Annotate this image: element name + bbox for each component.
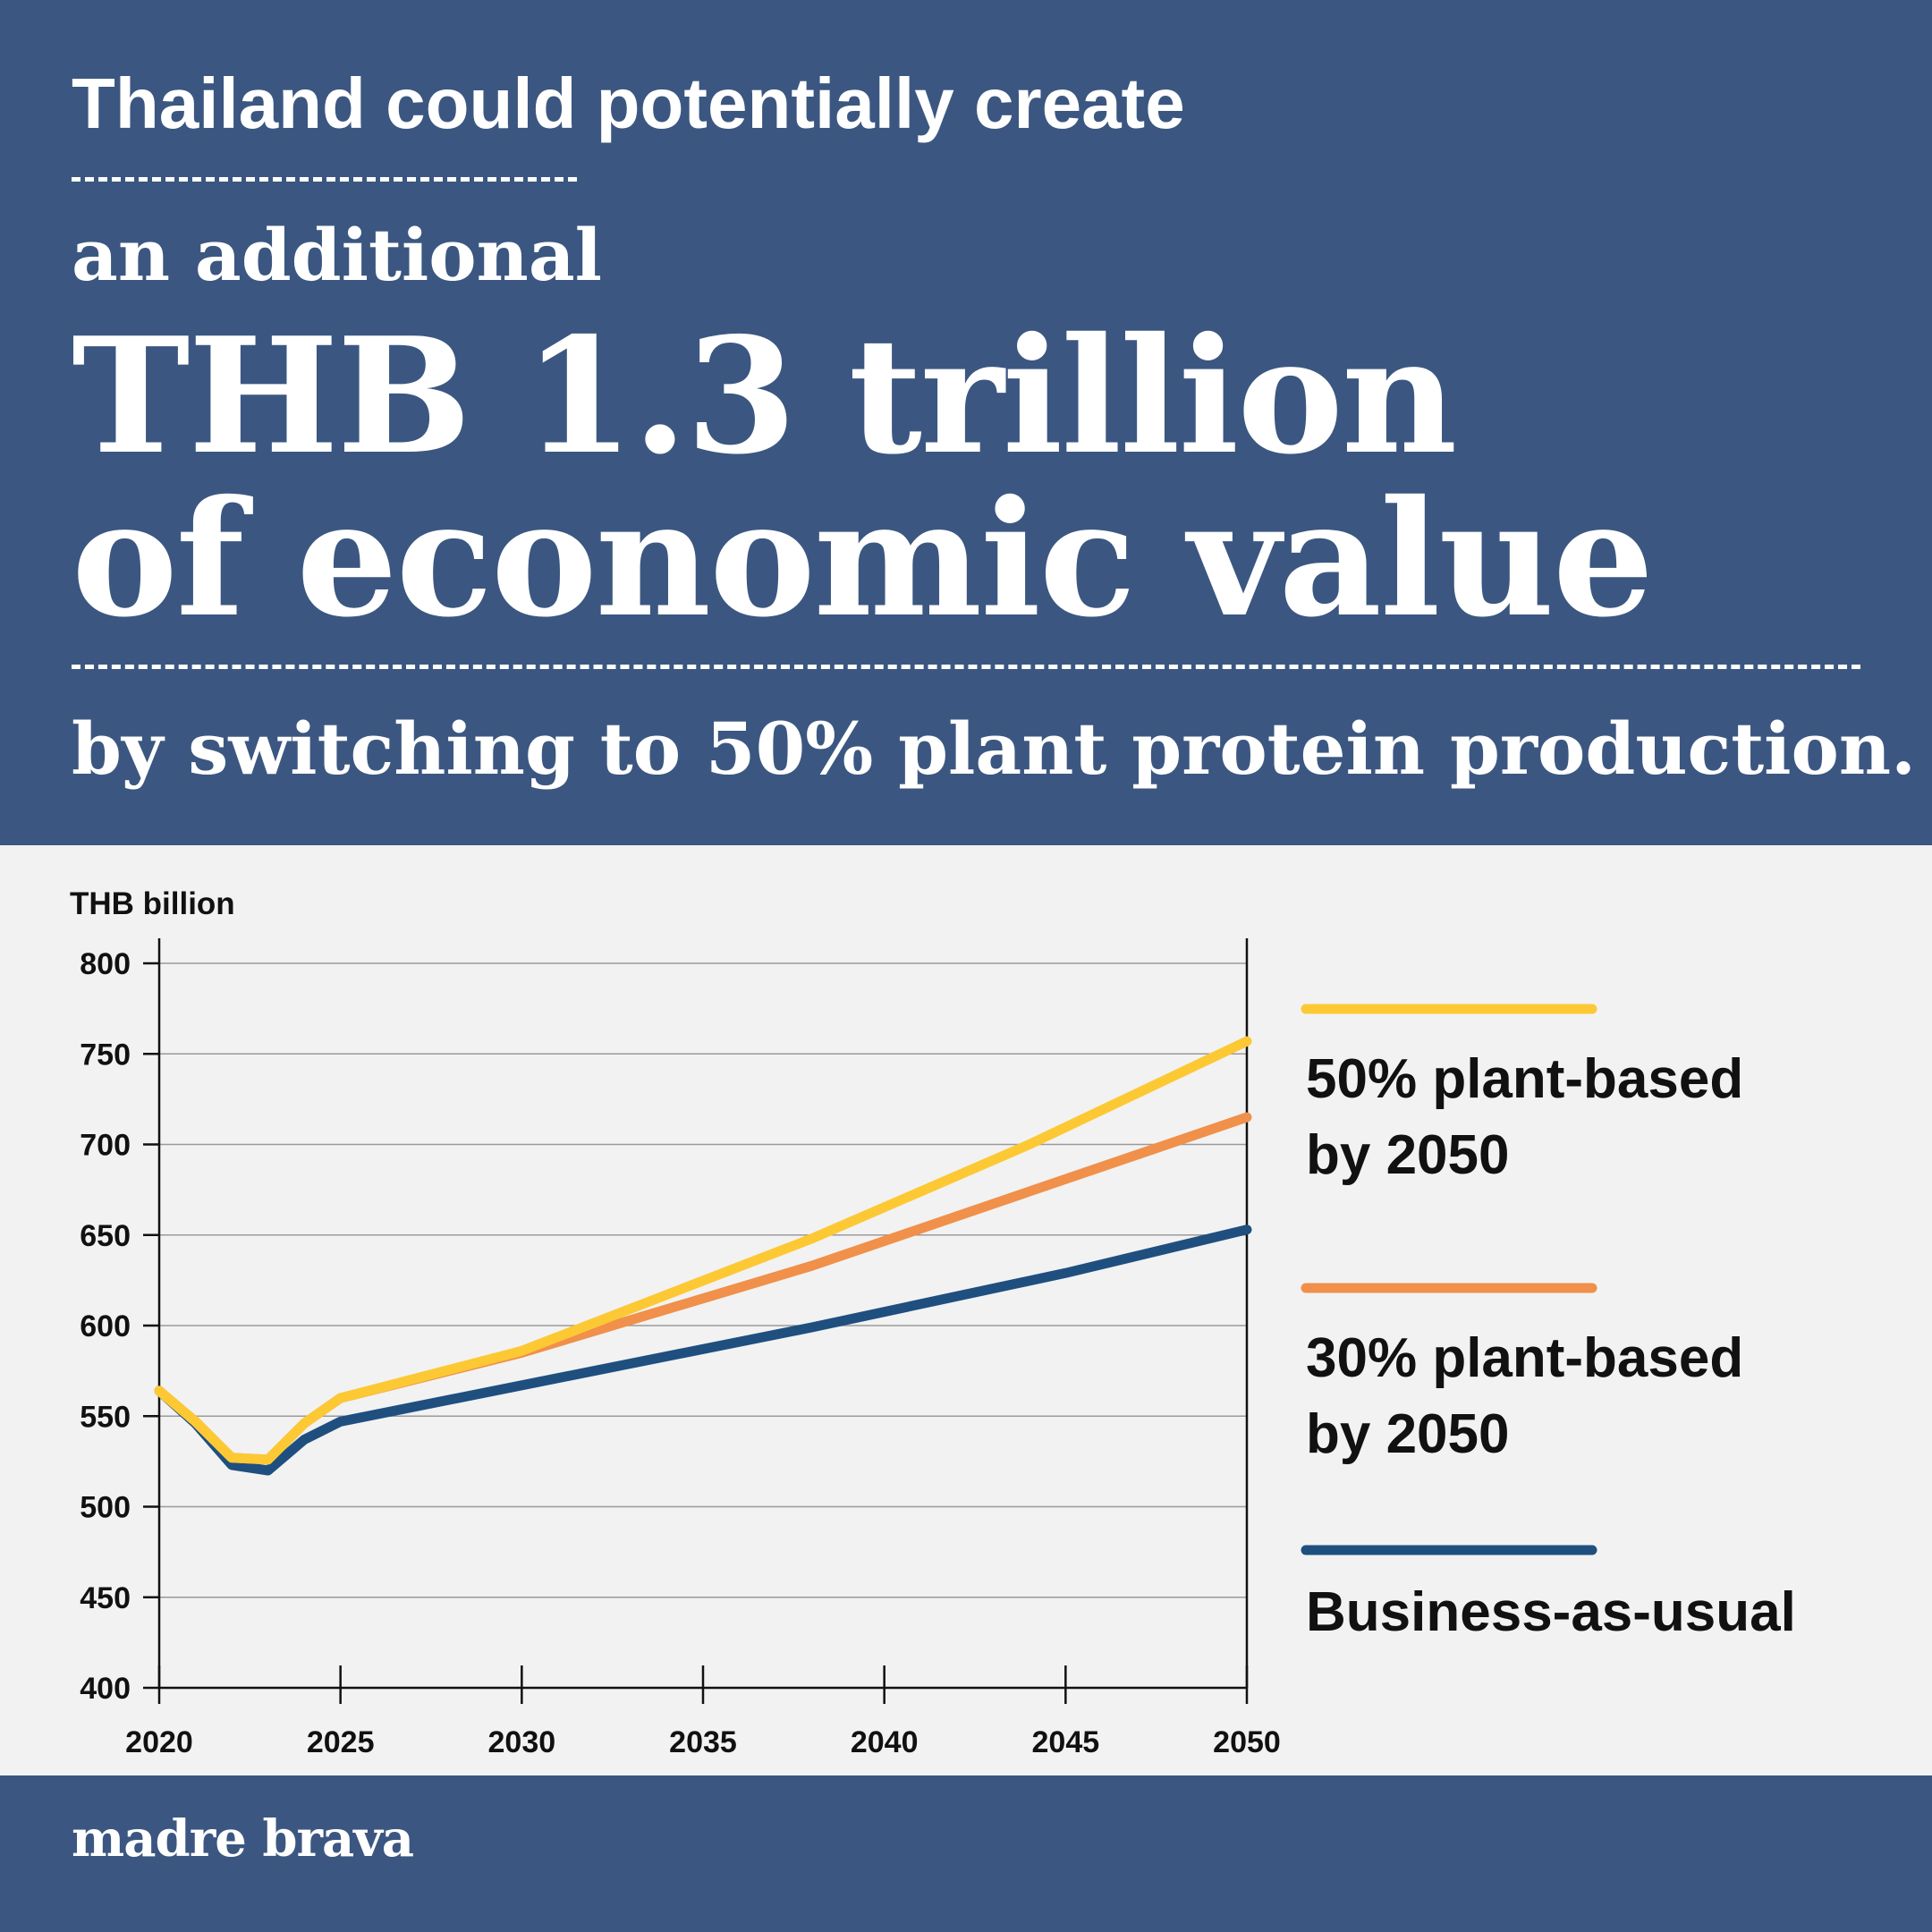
legend-label: by 2050 <box>1306 1124 1510 1186</box>
y-tick-label: 650 <box>80 1219 131 1253</box>
brand-logo: madre brava <box>72 1809 414 1868</box>
series-line <box>154 1036 1252 1465</box>
x-tick-label: 2030 <box>488 1725 556 1759</box>
x-tick-label: 2045 <box>1032 1725 1100 1759</box>
closing-text: by switching to 50% plant protein produc… <box>72 707 1916 791</box>
x-tick-label: 2025 <box>307 1725 375 1759</box>
y-tick-label: 700 <box>80 1129 131 1163</box>
legend-label: Business-as-usual <box>1306 1581 1796 1643</box>
series-line <box>154 1224 1252 1476</box>
legend-label: 50% plant-based <box>1306 1048 1743 1110</box>
y-tick-label: 750 <box>80 1038 131 1072</box>
long-dashed-divider <box>72 665 1860 669</box>
short-dashed-divider <box>72 177 577 182</box>
x-tick-label: 2020 <box>125 1725 193 1759</box>
y-tick-label: 800 <box>80 947 131 981</box>
headline-line-1: THB 1.3 trillion <box>72 302 1457 489</box>
y-tick-label: 600 <box>80 1309 131 1343</box>
legend-label: 30% plant-based <box>1306 1327 1743 1389</box>
footer-banner: madre brava <box>0 1775 1932 1932</box>
x-tick-label: 2040 <box>851 1725 919 1759</box>
axes: THB billion 800 750 700 650 600 550 500 450 400 20… <box>70 886 1281 1759</box>
headline-line-2: of economic value <box>72 465 1654 652</box>
intro-text: Thailand could potentially create <box>72 64 1185 143</box>
grid-lines <box>159 962 1247 1689</box>
series-lines <box>154 1036 1252 1476</box>
legend: 50% plant-based by 2050 30% plant-based by … <box>1301 1004 1796 1643</box>
x-tick-label: 2050 <box>1213 1725 1281 1759</box>
line-chart: THB billion 800 750 700 650 600 550 500 450 400 20… <box>70 886 1796 1759</box>
headline: THB 1.3 trillion of economic value <box>72 302 1654 652</box>
y-tick-label: 500 <box>80 1491 131 1525</box>
additional-text: an additional <box>72 213 603 297</box>
x-tick-label: 2035 <box>669 1725 737 1759</box>
y-axis-label: THB billion <box>70 886 235 921</box>
y-tick-label: 400 <box>80 1672 131 1706</box>
header-banner: Thailand could potentially create an add… <box>0 0 1932 845</box>
y-tick-label: 450 <box>80 1581 131 1615</box>
legend-label: by 2050 <box>1306 1403 1510 1465</box>
y-tick-label: 550 <box>80 1400 131 1434</box>
